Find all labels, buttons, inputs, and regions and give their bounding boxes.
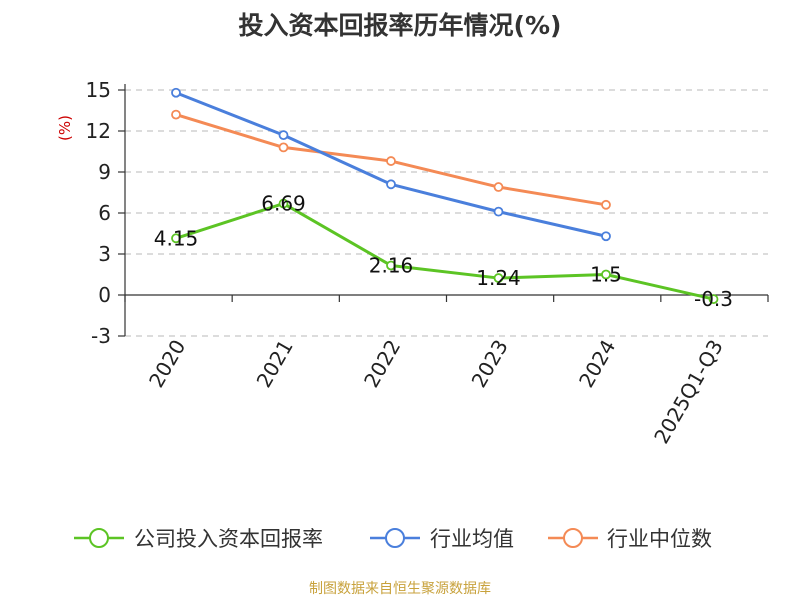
data-point <box>493 273 504 283</box>
x-tick-label: 2022 <box>359 336 405 392</box>
data-point <box>601 199 611 210</box>
data-point <box>386 179 396 190</box>
legend-item: 行业均值 <box>370 527 514 551</box>
data-point <box>493 206 504 217</box>
legend-marker <box>563 528 583 548</box>
y-tick-label: 3 <box>98 242 111 266</box>
data-point <box>708 294 719 305</box>
data-point <box>601 269 611 280</box>
series-line <box>175 202 714 301</box>
x-tick-label: 2021 <box>252 336 298 392</box>
data-point <box>278 198 289 209</box>
x-tick-label: 2020 <box>144 336 190 392</box>
legend-label: 行业均值 <box>430 527 514 551</box>
data-point <box>278 130 289 141</box>
y-tick-label: 0 <box>98 283 111 307</box>
data-labels: 4.15 6.69 2.16 1.24 1.5 -0.3 <box>154 192 733 312</box>
y-axis-label: (%) <box>56 115 74 141</box>
legend-label: 公司投入资本回报率 <box>134 527 323 551</box>
data-label: -0.3 <box>694 287 733 311</box>
y-tick-label: -3 <box>91 324 111 348</box>
data-point <box>493 182 504 192</box>
y-tick-label: 15 <box>86 78 111 102</box>
legend-label: 行业中位数 <box>607 527 712 551</box>
legend-marker <box>89 528 109 548</box>
y-tick-label: 9 <box>98 160 111 184</box>
legend-item: 行业中位数 <box>548 527 712 551</box>
data-label: 4.15 <box>154 226 199 250</box>
data-label: 2.16 <box>369 253 414 277</box>
x-tick-label: 2023 <box>467 336 513 392</box>
y-tick-label: 12 <box>86 119 111 143</box>
legend-item: 公司投入资本回报率 <box>74 527 323 551</box>
data-point <box>171 87 181 98</box>
data-point <box>386 156 396 166</box>
data-label: 1.5 <box>590 263 622 287</box>
series-lines <box>171 87 719 305</box>
legend: 公司投入资本回报率 行业均值 行业中位数 <box>74 527 712 551</box>
data-point <box>386 260 396 271</box>
data-point <box>171 233 181 244</box>
data-point <box>171 109 181 120</box>
grid-lines <box>125 89 768 337</box>
data-point <box>278 142 289 153</box>
data-label: 6.69 <box>261 192 306 216</box>
data-label: 1.24 <box>476 266 521 290</box>
legend-marker <box>385 528 405 548</box>
source-footer: 制图数据来自恒生聚源数据库 <box>309 581 491 597</box>
x-tick-label: 2025Q1-Q3 <box>649 336 728 448</box>
y-tick-label: 6 <box>98 201 111 225</box>
x-tick-label: 2024 <box>574 336 620 392</box>
data-point <box>601 231 611 242</box>
chart-title: 投入资本回报率历年情况(%) <box>238 11 562 40</box>
